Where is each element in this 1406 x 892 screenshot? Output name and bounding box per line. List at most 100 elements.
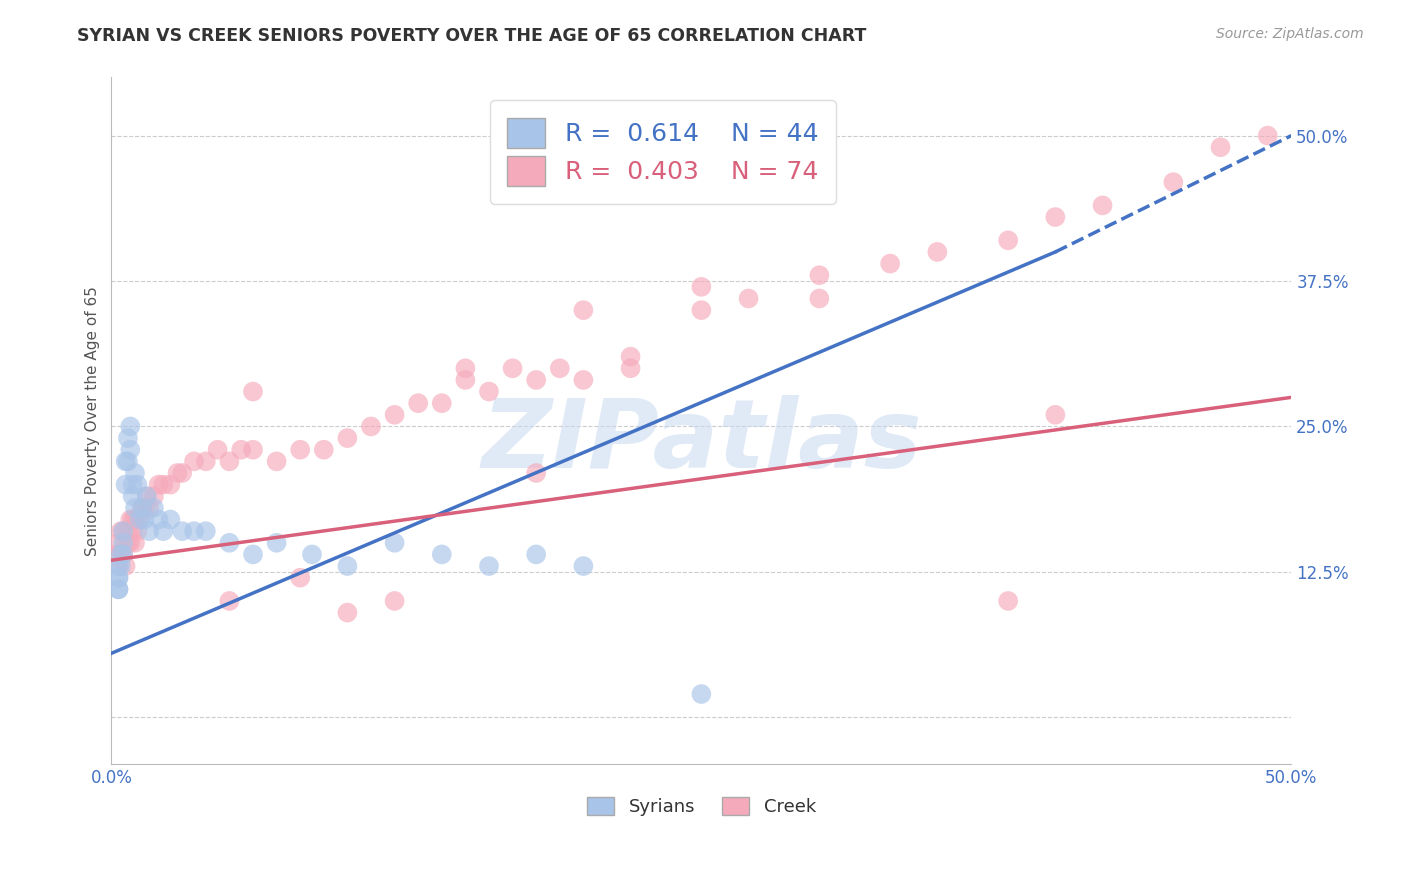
- Point: [138, 500, 160, 515]
- Point: [135, 489, 157, 503]
- Point: [107, 582, 129, 597]
- Point: [134, 512, 156, 526]
- Point: [454, 361, 477, 376]
- Point: [384, 594, 406, 608]
- Point: [128, 512, 150, 526]
- Point: [183, 524, 205, 538]
- Point: [524, 373, 547, 387]
- Point: [117, 431, 139, 445]
- Text: ZIPatlas: ZIPatlas: [481, 395, 922, 488]
- Point: [183, 454, 205, 468]
- Point: [690, 303, 713, 318]
- Point: [207, 442, 229, 457]
- Point: [1257, 128, 1279, 143]
- Point: [266, 454, 288, 468]
- Point: [120, 419, 142, 434]
- Point: [266, 536, 288, 550]
- Point: [997, 233, 1019, 247]
- Point: [1163, 175, 1185, 189]
- Point: [112, 524, 135, 538]
- Point: [120, 442, 142, 457]
- Text: Source: ZipAtlas.com: Source: ZipAtlas.com: [1216, 27, 1364, 41]
- Point: [360, 419, 382, 434]
- Point: [121, 512, 143, 526]
- Point: [135, 489, 157, 503]
- Point: [301, 548, 323, 562]
- Point: [406, 396, 429, 410]
- Point: [121, 524, 143, 538]
- Point: [454, 373, 477, 387]
- Point: [110, 524, 132, 538]
- Point: [312, 442, 335, 457]
- Point: [502, 361, 524, 376]
- Point: [218, 454, 240, 468]
- Point: [121, 477, 143, 491]
- Point: [124, 500, 146, 515]
- Point: [572, 559, 595, 574]
- Point: [107, 559, 129, 574]
- Point: [128, 512, 150, 526]
- Point: [131, 500, 153, 515]
- Point: [524, 466, 547, 480]
- Point: [131, 500, 153, 515]
- Point: [384, 536, 406, 550]
- Point: [1091, 198, 1114, 212]
- Point: [430, 548, 453, 562]
- Point: [737, 292, 759, 306]
- Point: [808, 268, 831, 283]
- Point: [218, 594, 240, 608]
- Point: [218, 536, 240, 550]
- Point: [152, 524, 174, 538]
- Point: [152, 477, 174, 491]
- Point: [110, 559, 132, 574]
- Point: [138, 524, 160, 538]
- Point: [290, 571, 312, 585]
- Point: [107, 536, 129, 550]
- Point: [112, 548, 135, 562]
- Point: [120, 512, 142, 526]
- Point: [619, 350, 641, 364]
- Point: [384, 408, 406, 422]
- Point: [231, 442, 253, 457]
- Text: SYRIAN VS CREEK SENIORS POVERTY OVER THE AGE OF 65 CORRELATION CHART: SYRIAN VS CREEK SENIORS POVERTY OVER THE…: [77, 27, 866, 45]
- Point: [548, 361, 571, 376]
- Point: [127, 524, 149, 538]
- Point: [572, 373, 595, 387]
- Point: [478, 559, 501, 574]
- Point: [172, 524, 194, 538]
- Point: [117, 524, 139, 538]
- Point: [172, 466, 194, 480]
- Point: [194, 524, 217, 538]
- Point: [107, 559, 129, 574]
- Point: [127, 477, 149, 491]
- Point: [1045, 210, 1067, 224]
- Point: [927, 244, 949, 259]
- Point: [997, 594, 1019, 608]
- Legend: Syrians, Creek: Syrians, Creek: [579, 789, 823, 823]
- Point: [336, 606, 359, 620]
- Point: [112, 548, 135, 562]
- Point: [336, 431, 359, 445]
- Point: [242, 442, 264, 457]
- Point: [105, 548, 128, 562]
- Point: [117, 454, 139, 468]
- Point: [336, 559, 359, 574]
- Point: [121, 489, 143, 503]
- Point: [159, 512, 181, 526]
- Point: [112, 524, 135, 538]
- Point: [148, 477, 170, 491]
- Point: [114, 477, 136, 491]
- Point: [194, 454, 217, 468]
- Point: [114, 454, 136, 468]
- Point: [142, 489, 165, 503]
- Point: [107, 571, 129, 585]
- Point: [572, 303, 595, 318]
- Point: [430, 396, 453, 410]
- Point: [134, 500, 156, 515]
- Point: [120, 536, 142, 550]
- Point: [110, 548, 132, 562]
- Point: [242, 548, 264, 562]
- Point: [242, 384, 264, 399]
- Point: [1045, 408, 1067, 422]
- Point: [524, 548, 547, 562]
